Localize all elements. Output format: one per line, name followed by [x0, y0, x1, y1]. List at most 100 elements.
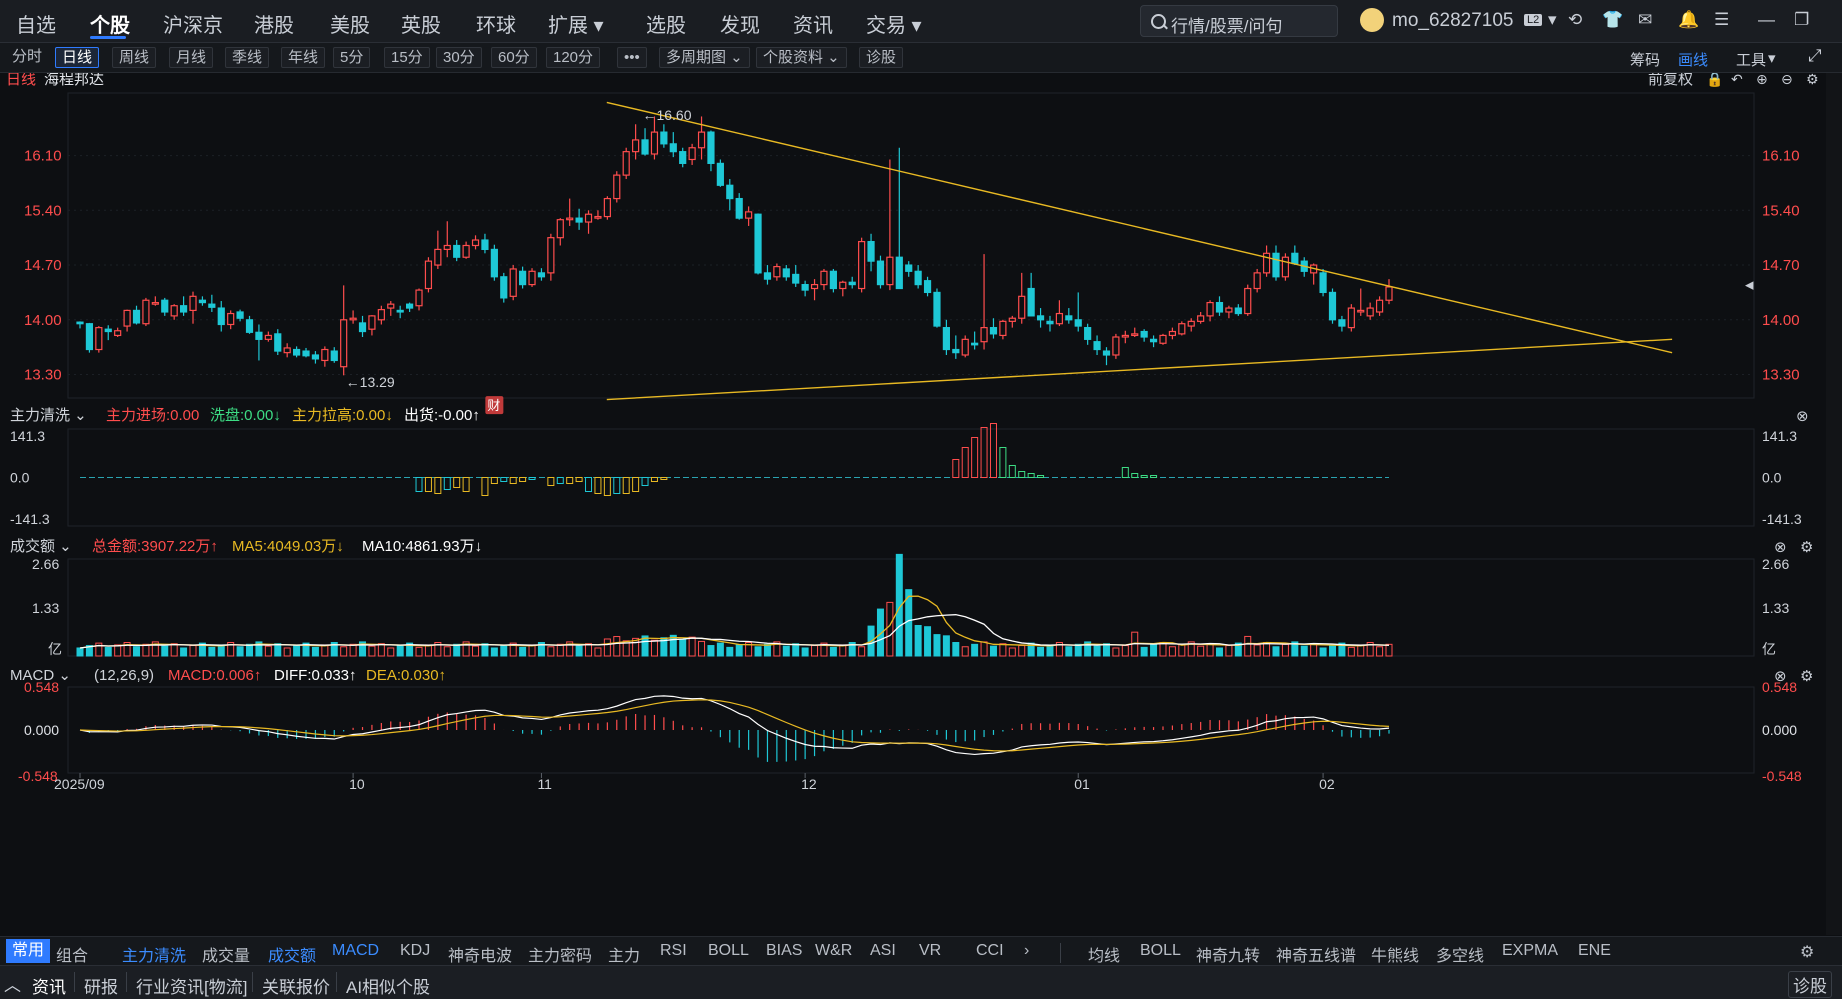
indicator-tab-12[interactable]: BIAS [766, 942, 803, 959]
period-button-14[interactable]: 诊股 [859, 47, 904, 68]
period-button-1[interactable]: 日线 [55, 47, 100, 68]
indicator-tab-1[interactable]: 组合 [56, 948, 89, 965]
overlay-tab-3[interactable]: 神奇五线谱 [1276, 948, 1357, 965]
indicator-tab-16[interactable]: CCI [976, 942, 1004, 959]
volume-bar [302, 642, 310, 657]
overlay-tab-0[interactable]: 均线 [1088, 948, 1121, 965]
divider [252, 972, 253, 992]
sync-icon[interactable]: ⟲ [1568, 10, 1583, 29]
search-icon [1151, 14, 1166, 29]
period-button-0[interactable]: 分时 [12, 48, 43, 65]
indicator-tab-9[interactable]: 主力 [608, 948, 641, 965]
candle-body [170, 305, 178, 317]
period-button-2[interactable]: 周线 [112, 47, 157, 68]
period-button-11[interactable]: ••• [617, 47, 647, 68]
candle-body [829, 270, 837, 290]
volume-bar [519, 646, 527, 657]
kline-chart[interactable]: 日线 海程邦达 前复权 🔒 ↶ ⊕ ⊖ ⚙ 16.10 16.10 15.40 15.40 14.70 1… [0, 73, 1826, 935]
overlay-tab-1[interactable]: BOLL [1140, 942, 1181, 959]
menu-icon[interactable]: ☰ [1714, 10, 1730, 29]
indicator-tab-6[interactable]: KDJ [400, 942, 431, 959]
period-button-7[interactable]: 15分 [384, 47, 430, 68]
collapse-icon[interactable]: ︿ [4, 976, 21, 995]
period-button-6[interactable]: 5分 [333, 47, 371, 68]
nav-tab-3[interactable]: 港股 [254, 15, 294, 37]
candle-body [735, 197, 743, 219]
nav-tab-4[interactable]: 美股 [330, 15, 370, 37]
period-button-3[interactable]: 月线 [169, 47, 214, 68]
overlay-tab-2[interactable]: 神奇九转 [1196, 948, 1261, 965]
news-tab-2[interactable]: 行业资讯[物流] [136, 978, 248, 997]
tools-button[interactable]: 工具 [1736, 52, 1767, 69]
period-button-13[interactable]: 个股资料 ⌄ [756, 47, 847, 68]
bell-icon[interactable]: 🔔 [1678, 10, 1700, 29]
indicator-tab-11[interactable]: BOLL [708, 942, 749, 959]
nav-tab-7[interactable]: 扩展 ▾ [548, 15, 604, 37]
indicator-tab-13[interactable]: W&R [815, 942, 853, 959]
cap-bar [1121, 467, 1129, 478]
search-input[interactable]: 行情/股票/问句 [1140, 5, 1338, 37]
draw-line-button[interactable]: 画线 [1678, 52, 1709, 69]
indicator-tab-7[interactable]: 神奇电波 [448, 948, 513, 965]
overlay-tab-6[interactable]: EXPMA [1502, 942, 1559, 959]
cap-bar [1150, 475, 1158, 478]
nav-tab-10[interactable]: 资讯 [793, 15, 833, 37]
nav-tab-9[interactable]: 发现 [720, 15, 760, 37]
indicator-tab-8[interactable]: 主力密码 [528, 948, 593, 965]
period-button-4[interactable]: 季线 [225, 47, 270, 68]
volume-bar [952, 642, 960, 657]
dropdown-icon[interactable]: ▾ [1548, 10, 1557, 29]
news-tab-0[interactable]: 资讯 [32, 978, 66, 997]
indicator-tab-5[interactable]: MACD [332, 942, 380, 959]
news-tab-4[interactable]: AI相似个股 [346, 978, 431, 997]
period-button-9[interactable]: 60分 [491, 47, 537, 68]
volume-bar [500, 645, 508, 657]
username[interactable]: mo_62827105 [1392, 10, 1514, 31]
right-scroll-strip[interactable] [1826, 73, 1842, 935]
indicator-tab-10[interactable]: RSI [660, 942, 687, 959]
volume-bar [368, 645, 376, 657]
indicator-tab-14[interactable]: ASI [870, 942, 896, 959]
overlay-tab-4[interactable]: 牛熊线 [1371, 948, 1420, 965]
diagnose-button[interactable]: 诊股 [1788, 971, 1832, 998]
period-button-12[interactable]: 多周期图 ⌄ [659, 47, 750, 68]
overlay-tab-7[interactable]: ENE [1578, 942, 1611, 959]
avatar[interactable] [1360, 8, 1384, 32]
tools-dropdown-icon[interactable]: ▾ [1768, 50, 1776, 67]
volume-bar [622, 640, 630, 657]
price-tick-left-3: 14.00 [24, 312, 62, 329]
settings-gear-icon[interactable]: ⚙ [1800, 944, 1815, 961]
candle-body [208, 303, 216, 308]
nav-tab-8[interactable]: 选股 [646, 15, 686, 37]
news-tab-3[interactable]: 关联报价 [262, 978, 330, 997]
indicator-tab-0[interactable]: 常用 [6, 939, 51, 963]
minimize-icon[interactable]: — [1758, 10, 1775, 29]
indicator-tab-2[interactable]: 主力清洗 [122, 948, 187, 965]
next-arrow-icon[interactable]: › [1024, 942, 1030, 959]
nav-tab-0[interactable]: 自选 [16, 15, 56, 37]
nav-tab-5[interactable]: 英股 [401, 15, 441, 37]
fullscreen-icon[interactable]: ⤢ [1808, 46, 1822, 65]
indicator-tab-15[interactable]: VR [919, 942, 942, 959]
nav-tab-1[interactable]: 个股 [90, 15, 130, 37]
chip-button[interactable]: 筹码 [1630, 52, 1661, 69]
news-tab-1[interactable]: 研报 [84, 978, 118, 997]
candle-body [1357, 309, 1365, 313]
mail-icon[interactable]: ✉ [1638, 10, 1653, 29]
nav-tab-11[interactable]: 交易 ▾ [866, 15, 922, 37]
period-button-5[interactable]: 年线 [281, 47, 326, 68]
candle-body [245, 319, 254, 333]
zoom-in-icon: ⊕ [1756, 73, 1768, 87]
nav-tab-2[interactable]: 沪深京 [163, 15, 223, 37]
volume-bar [886, 601, 894, 657]
candle-body [782, 268, 790, 278]
indicator-tab-4[interactable]: 成交额 [268, 948, 317, 965]
indicator-tab-3[interactable]: 成交量 [202, 948, 251, 965]
overlay-tab-5[interactable]: 多空线 [1436, 948, 1485, 965]
period-button-8[interactable]: 30分 [436, 47, 482, 68]
volume-bar [1376, 646, 1384, 657]
period-button-10[interactable]: 120分 [546, 47, 601, 68]
restore-icon[interactable]: ❐ [1794, 10, 1810, 29]
nav-tab-6[interactable]: 环球 [476, 15, 516, 37]
shirt-icon[interactable]: 👕 [1602, 10, 1624, 29]
